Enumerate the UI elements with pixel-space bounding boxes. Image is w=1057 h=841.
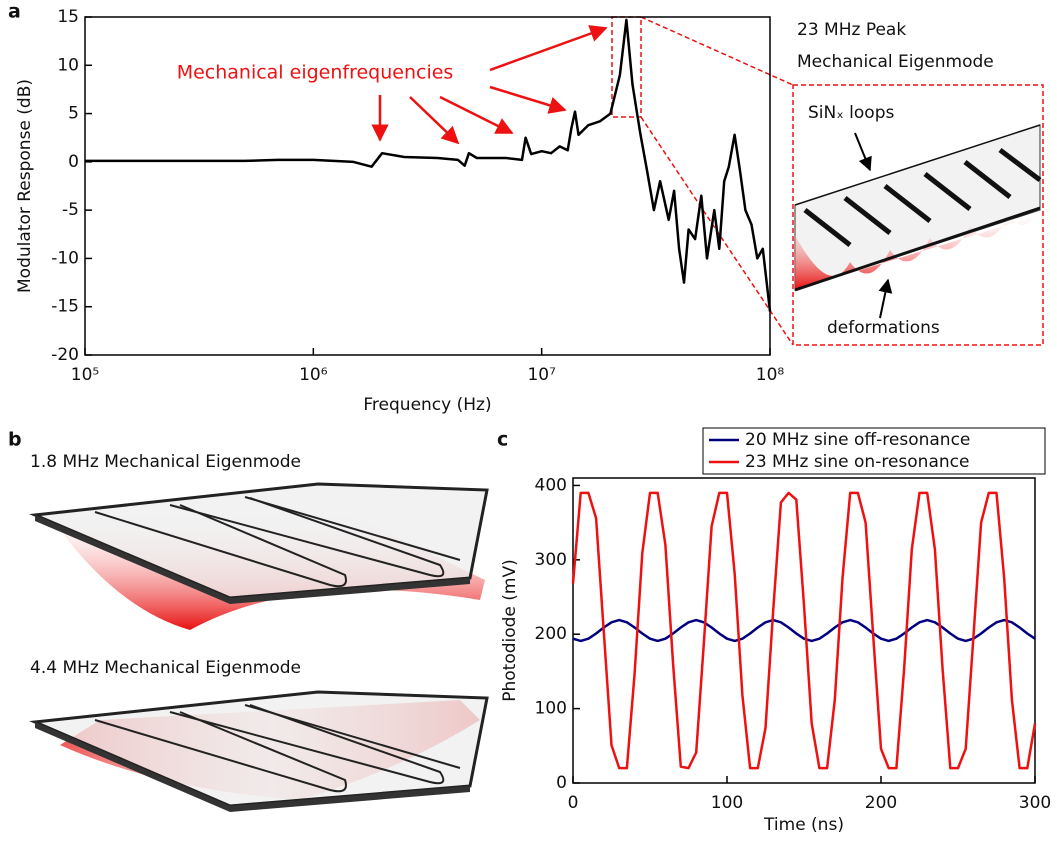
y-tick-label: 5 <box>68 104 79 124</box>
data-line <box>573 493 1035 768</box>
y-tick-label: -20 <box>51 345 79 365</box>
x-axis-label: Frequency (Hz) <box>363 395 491 415</box>
x-tick-label: 10⁶ <box>299 365 328 385</box>
eigenmode-illustration <box>35 484 487 630</box>
y-tick-label: 0 <box>68 152 79 172</box>
y-tick-label: 200 <box>535 624 567 644</box>
inset-label: SiNₓ loops <box>808 103 894 123</box>
y-tick-label: 15 <box>57 7 79 27</box>
x-tick-label: 200 <box>865 793 897 813</box>
inset-title: Mechanical Eigenmode <box>797 52 994 72</box>
y-axis-label: Photodiode (mV) <box>500 559 520 702</box>
inset-label: deformations <box>827 318 940 338</box>
eigenmode-illustration <box>35 692 487 812</box>
page: a b c 23 MHz Peak Mechanical Eigenmode S… <box>0 0 1057 841</box>
x-tick-label: 0 <box>568 793 579 813</box>
y-tick-label: 0 <box>556 773 567 793</box>
annotation: Mechanical eigenfrequencies <box>177 62 454 84</box>
inset-title: 23 MHz Peak <box>797 20 906 40</box>
panel-label: b <box>8 429 22 451</box>
x-tick-label: 100 <box>711 793 743 813</box>
y-tick-label: 400 <box>535 475 567 495</box>
inset-illustration <box>795 125 1040 318</box>
y-tick-label: 300 <box>535 550 567 570</box>
x-axis-label: Time (ns) <box>763 815 844 835</box>
y-axis-label: Modulator Response (dB) <box>15 79 35 293</box>
illustration-caption: 1.8 MHz Mechanical Eigenmode <box>30 452 301 472</box>
y-tick-label: 100 <box>535 699 567 719</box>
x-tick-label: 10⁷ <box>527 365 556 385</box>
legend-label: 23 MHz sine on-resonance <box>745 452 969 472</box>
y-tick-label: -5 <box>62 200 79 220</box>
figure: a b c 23 MHz Peak Mechanical Eigenmode S… <box>0 0 1057 841</box>
x-tick-label: 300 <box>1019 793 1051 813</box>
panel-label: c <box>497 429 508 451</box>
x-tick-label: 10⁸ <box>756 365 785 385</box>
illustration-caption: 4.4 MHz Mechanical Eigenmode <box>30 658 301 678</box>
x-tick-label: 10⁵ <box>71 365 99 385</box>
y-tick-label: -15 <box>51 297 79 317</box>
y-tick-label: -10 <box>51 248 79 268</box>
y-tick-label: 10 <box>57 55 79 75</box>
legend-label: 20 MHz sine off-resonance <box>745 430 970 450</box>
panel-label: a <box>8 1 21 23</box>
